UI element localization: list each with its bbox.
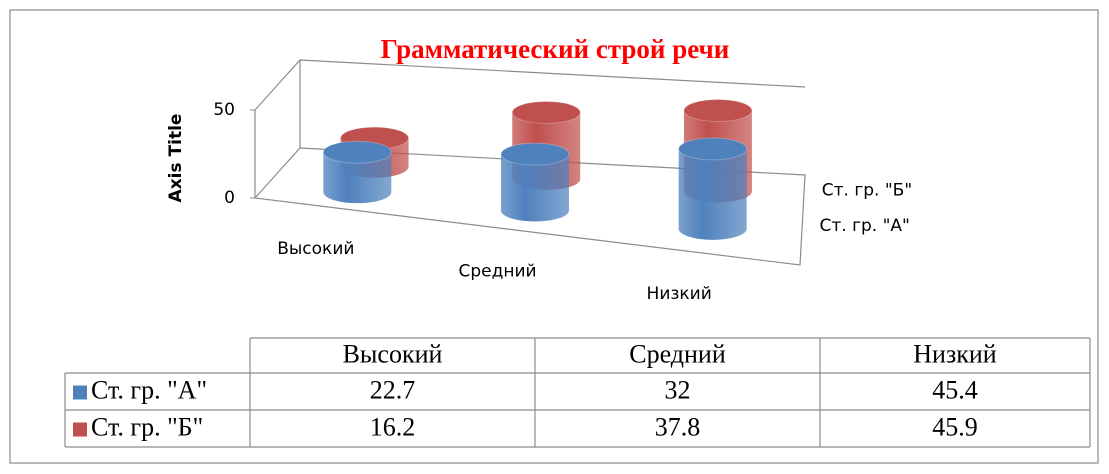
y-axis-title: Axis Title [166, 114, 186, 203]
cylinder-side [501, 154, 569, 222]
table-header: Средний [629, 339, 726, 368]
table-value: 32 [665, 375, 691, 404]
table-header: Высокий [343, 339, 443, 368]
y-tick-label: 0 [224, 188, 235, 208]
cylinder-top [322, 140, 392, 164]
chart-title: Грамматический строй речи [381, 34, 730, 64]
x-tick-label: Средний [458, 262, 536, 282]
table-value: 16.2 [370, 412, 416, 441]
cylinder-top [511, 100, 581, 124]
legend-label: Ст. гр. "Б" [91, 412, 203, 441]
y-tick-label: 50 [213, 100, 235, 120]
cylinder-top [678, 137, 748, 161]
depth-label: Ст. гр. "А" [820, 216, 910, 236]
cylinder-top [500, 142, 570, 166]
cylinder [678, 137, 748, 240]
depth-label: Ст. гр. "Б" [822, 181, 912, 201]
cylinder [500, 142, 570, 222]
cylinder-side [678, 148, 747, 240]
cylinder-top [683, 99, 753, 123]
chart-frame [254, 110, 806, 266]
table-value: 37.8 [655, 412, 701, 441]
cylinder [322, 140, 392, 204]
legend-label: Ст. гр. "А" [91, 375, 207, 404]
table-value: 45.4 [932, 375, 978, 404]
legend-swatch [73, 385, 87, 400]
table-header: Низкий [913, 339, 997, 368]
chart-border [9, 9, 1099, 464]
x-tick-label: Высокий [277, 239, 354, 259]
table-value: 22.7 [370, 375, 416, 404]
x-tick-label: Низкий [647, 284, 712, 304]
table-value: 45.9 [932, 412, 978, 441]
legend-swatch [73, 422, 87, 437]
cylinder-side [323, 152, 392, 204]
